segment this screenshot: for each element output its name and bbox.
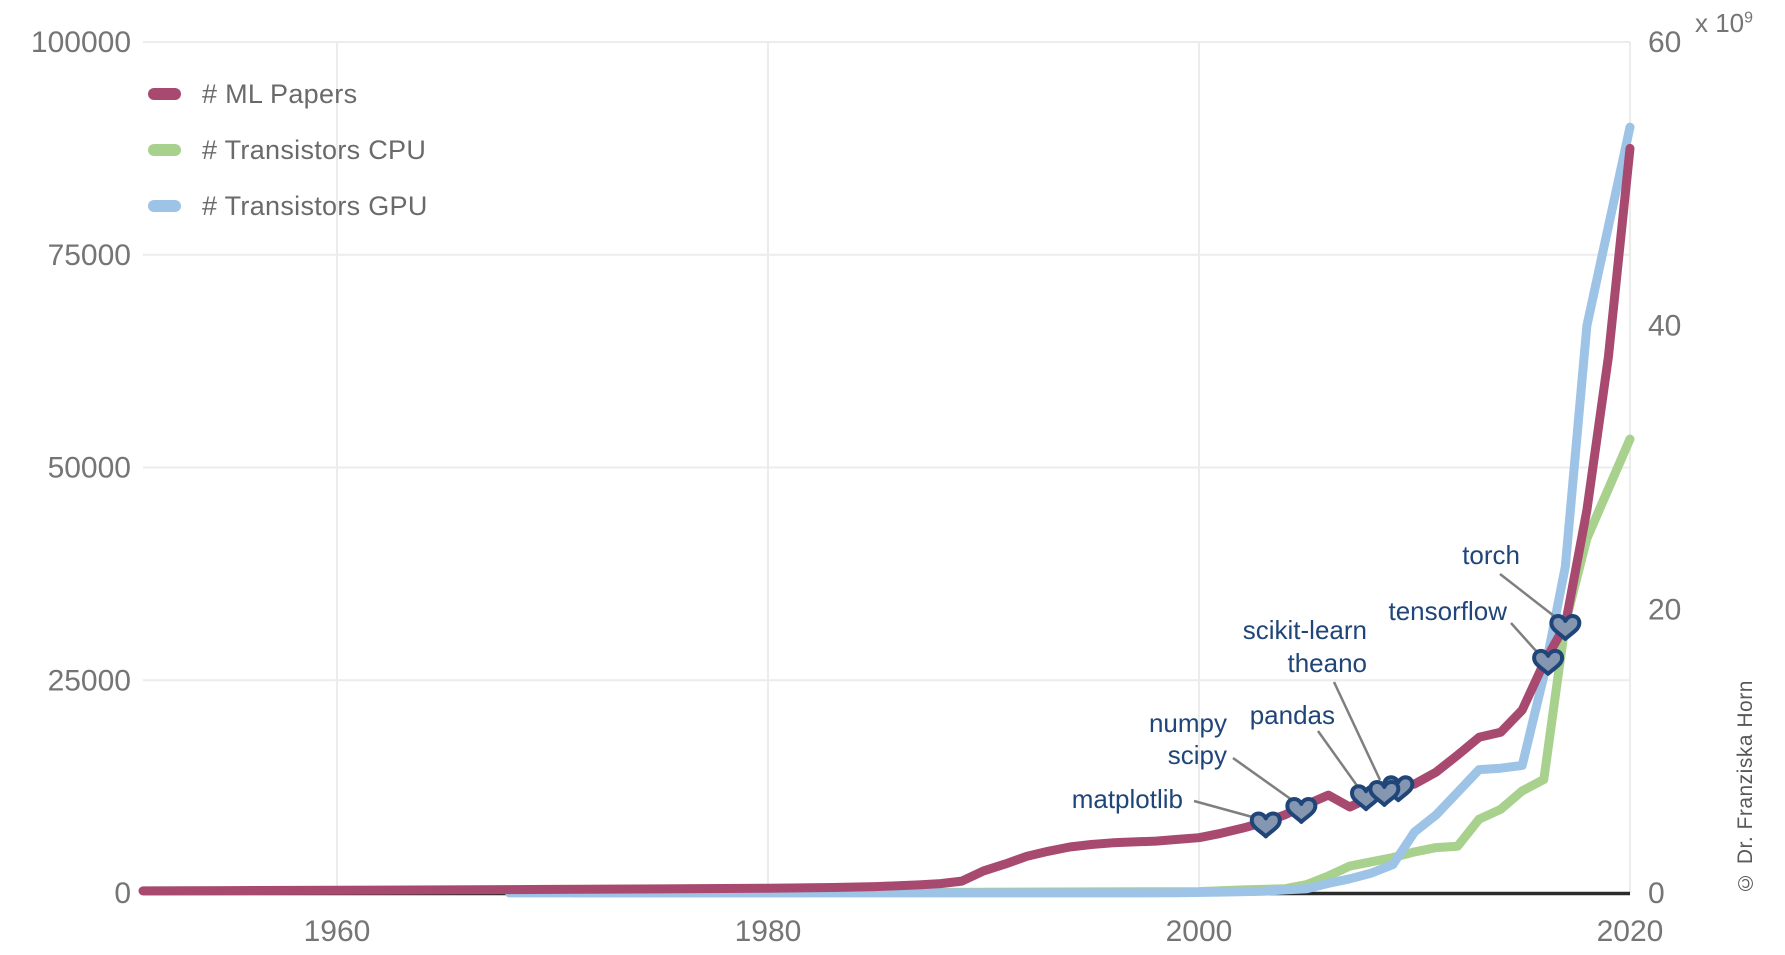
annotation-label: tensorflow [1389, 596, 1508, 626]
legend: # ML Papers # Transistors CPU # Transist… [148, 66, 428, 234]
y-axis-right-tick-label: 20 [1648, 593, 1681, 626]
annotation-leader-line [1510, 622, 1538, 653]
legend-label: # Transistors CPU [202, 134, 427, 165]
heart-marker [1549, 614, 1582, 641]
x-axis-tick-label: 2000 [1166, 915, 1233, 948]
x-axis-tick-label: 1980 [735, 915, 802, 948]
series-line--ml-papers [138, 143, 1635, 896]
y-axis-left-tick-label: 25000 [48, 664, 131, 697]
y-axis-left-tick-label: 75000 [48, 239, 131, 272]
annotation-leader-line [1193, 799, 1257, 820]
annotation-label: torch [1462, 540, 1520, 570]
annotation-leader-line [1332, 681, 1382, 781]
annotation-label: numpy [1149, 708, 1227, 738]
legend-swatch-ml-papers [148, 88, 181, 100]
series-line--transistors-cpu [569, 434, 1635, 898]
annotation-leader-line [1232, 756, 1293, 802]
heart-marker [1285, 797, 1318, 824]
y-axis-left-tick-label: 50000 [48, 452, 131, 485]
legend-item-transistors-gpu: # Transistors GPU [148, 178, 428, 234]
legend-swatch-transistors-gpu [148, 200, 181, 212]
annotation-label: scikit-learn [1243, 615, 1367, 645]
x-axis-tick-label: 2020 [1597, 915, 1664, 948]
heart-marker [1368, 780, 1401, 807]
legend-label: # Transistors GPU [202, 190, 428, 221]
annotation-label: matplotlib [1072, 784, 1183, 814]
annotation-label: theano [1287, 648, 1367, 678]
y-axis-right-tick-label: 60 [1648, 26, 1681, 59]
y-axis-right-tick-label: 40 [1648, 310, 1681, 343]
annotation-leader-line [1316, 730, 1360, 788]
legend-swatch-transistors-cpu [148, 144, 181, 156]
x-axis-tick-label: 1960 [304, 915, 371, 948]
series-line--transistors-gpu [504, 122, 1635, 898]
y-axis-right-tick-label: 0 [1648, 877, 1665, 910]
annotation-label: pandas [1250, 700, 1335, 730]
annotation-label: scipy [1168, 740, 1227, 770]
heart-marker [1249, 811, 1282, 839]
heart-marker [1532, 649, 1565, 676]
exponent-power: 9 [1744, 9, 1754, 27]
y-axis-left-tick-label: 0 [114, 877, 131, 910]
y-axis-left-tick-label: 100000 [31, 26, 131, 59]
legend-item-transistors-cpu: # Transistors CPU [148, 122, 428, 178]
annotation-leader-line [1499, 573, 1555, 617]
legend-item-ml-papers: # ML Papers [148, 66, 428, 122]
copyright-watermark: © Dr. Franziska Horn [1734, 680, 1757, 894]
legend-label: # ML Papers [202, 78, 358, 109]
right-axis-exponent-label: x 109 [1695, 8, 1754, 38]
